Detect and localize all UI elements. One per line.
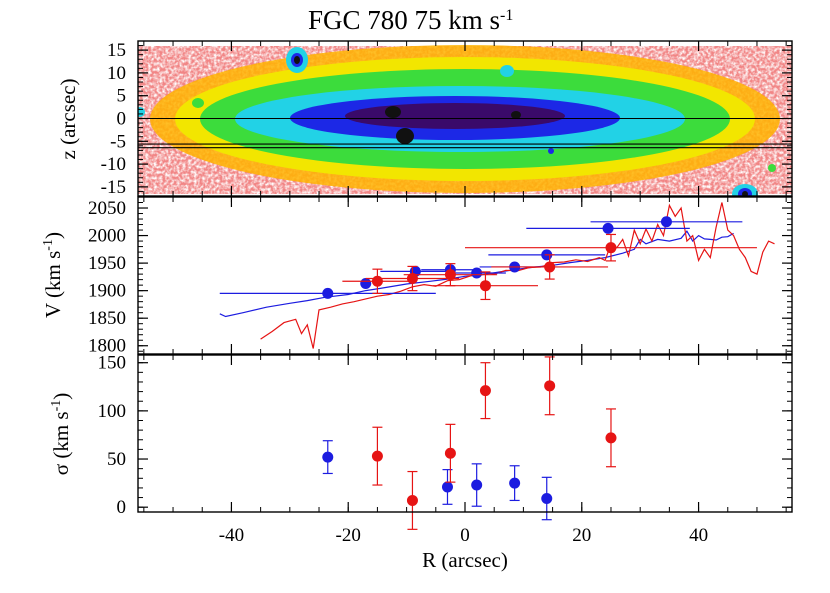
1-ytick-label: 1850	[88, 308, 126, 329]
2-ytick-label: 50	[107, 449, 126, 470]
blue-velocity-point	[602, 222, 614, 234]
star-edge	[138, 107, 145, 117]
blue-velocity-point	[322, 287, 334, 299]
red-dispersion-point	[371, 450, 383, 462]
red-dispersion-point	[406, 494, 418, 506]
velocity-markers	[219, 216, 757, 301]
dispersion-markers	[322, 356, 617, 530]
x-tick-label: 20	[572, 525, 591, 546]
x-tick-label: -20	[336, 525, 361, 546]
red-velocity-point	[605, 242, 617, 254]
x-tick-label: 0	[460, 525, 470, 546]
red-dispersion-point	[479, 385, 491, 397]
chart-title: FGC 780 75 km s-1	[308, 5, 513, 35]
dispersion-axis-ticks: 150 100 50 0 -40 -20 0 20 40	[98, 353, 792, 546]
red-velocity-curve	[260, 202, 775, 349]
0-ytick-label: 10	[107, 63, 126, 84]
1-ytick-label: 2050	[88, 198, 126, 219]
red-velocity-point	[544, 261, 556, 273]
red-dispersion-point	[605, 432, 617, 444]
x-axis-label: R (arcsec)	[422, 548, 508, 572]
1-ytick-label: 1900	[88, 281, 126, 302]
0-ytick-label: 15	[107, 40, 126, 61]
dispersion-panel: 150 100 50 0 -40 -20 0 20 40 σ (km s-1) R (arcse…	[49, 353, 793, 572]
star-top-middle	[500, 65, 514, 77]
2-ytick-label: 150	[98, 353, 127, 374]
0-ytick-label: 5	[117, 86, 127, 107]
1-ytick-label: 1950	[88, 253, 126, 274]
0-ytick-label: -10	[101, 154, 126, 175]
blue-velocity-point	[360, 277, 372, 289]
blue-dispersion-point	[509, 477, 521, 489]
1-ytick-label: 2000	[88, 226, 126, 247]
0-ytick-label: 0	[117, 109, 127, 130]
star-left	[192, 98, 204, 108]
dispersion-frame	[137, 354, 793, 513]
0-ytick-label: -5	[110, 131, 126, 152]
star-core-bottom	[396, 128, 414, 144]
velocity-panel: 2050 2000 1950 1900 1850 1800 V (km s-1)	[41, 196, 793, 357]
slit-lines	[138, 117, 792, 149]
red-velocity-point	[371, 275, 383, 287]
blue-dispersion-point	[441, 481, 453, 493]
red-velocity-point	[406, 273, 418, 285]
image-ylabel: z (arcsec)	[56, 78, 80, 159]
blue-dispersion-point	[471, 479, 483, 491]
blue-velocity-point	[471, 267, 483, 279]
blue-dispersion-point	[322, 451, 334, 463]
red-dispersion-point	[544, 380, 556, 392]
red-dispersion-point	[444, 447, 456, 459]
x-tick-label: -40	[219, 525, 244, 546]
red-velocity-point	[479, 280, 491, 292]
red-velocity-point	[444, 269, 456, 281]
dispersion-ylabel: σ (km s-1)	[49, 393, 73, 476]
1-ytick-label: 1800	[88, 336, 126, 357]
blue-dispersion-point	[541, 493, 553, 505]
2-ytick-label: 100	[98, 401, 127, 422]
star-core-right	[511, 111, 521, 119]
0-ytick-label: -15	[101, 177, 126, 198]
velocity-ylabel: V (km s-1)	[41, 232, 65, 318]
x-tick-label: 40	[689, 525, 708, 546]
velocity-frame	[137, 196, 793, 355]
star-core-left	[385, 106, 401, 118]
velocity-axis-ticks: 2050 2000 1950 1900 1850 1800	[88, 196, 792, 357]
blue-velocity-point	[660, 216, 672, 228]
galaxy-core-isophote	[345, 103, 565, 129]
2-ytick-label: 0	[117, 497, 127, 518]
